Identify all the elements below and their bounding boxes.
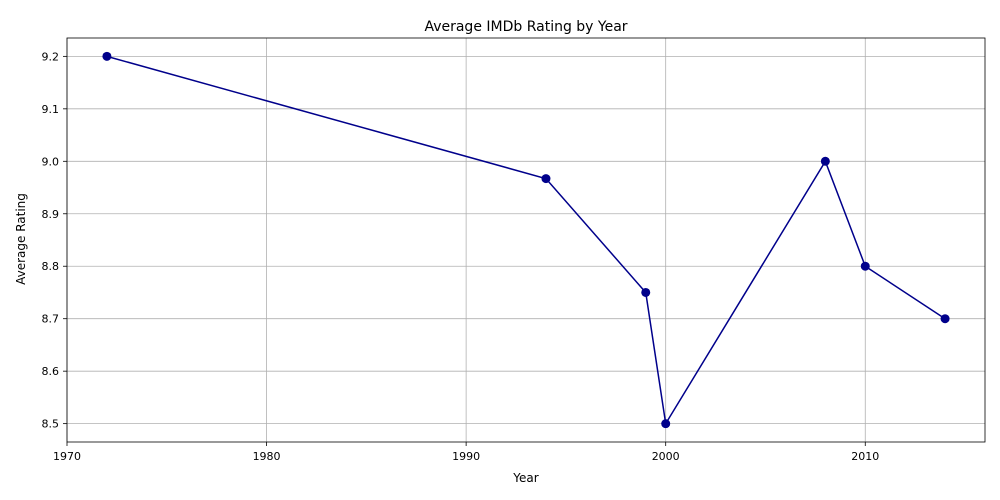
x-tick-label: 2000 [652,450,680,463]
y-tick-label: 9.1 [42,103,60,116]
x-tick-label: 2010 [851,450,879,463]
y-tick-label: 9.0 [42,155,60,168]
x-tick-label: 1970 [53,450,81,463]
y-tick-label: 8.6 [42,365,60,378]
y-tick-label: 9.2 [42,50,60,63]
x-tick-label: 1980 [253,450,281,463]
data-point [820,156,830,166]
series-layer [102,51,950,429]
data-point [940,314,950,324]
data-point [541,174,551,184]
x-tick-label: 1990 [452,450,480,463]
plot-frame [66,37,986,443]
data-point [860,261,870,271]
axes [66,37,986,443]
data-point [661,419,671,429]
chart-title: Average IMDb Rating by Year [424,19,627,35]
data-point [641,287,651,297]
y-tick-label: 8.7 [42,313,60,326]
y-tick-label: 8.8 [42,260,60,273]
y-tick-label: 8.9 [42,208,60,221]
y-axis-label: Average Rating [14,193,28,285]
x-axis-label: Year [512,471,538,485]
tick-marks: 1970 1980 1990 2000 2010 8.5 8.6 8.7 8.8 8.9 9.0 9.… [42,50,880,463]
data-point [102,51,112,61]
grid-lines [66,38,985,442]
y-tick-label: 8.5 [42,418,60,431]
